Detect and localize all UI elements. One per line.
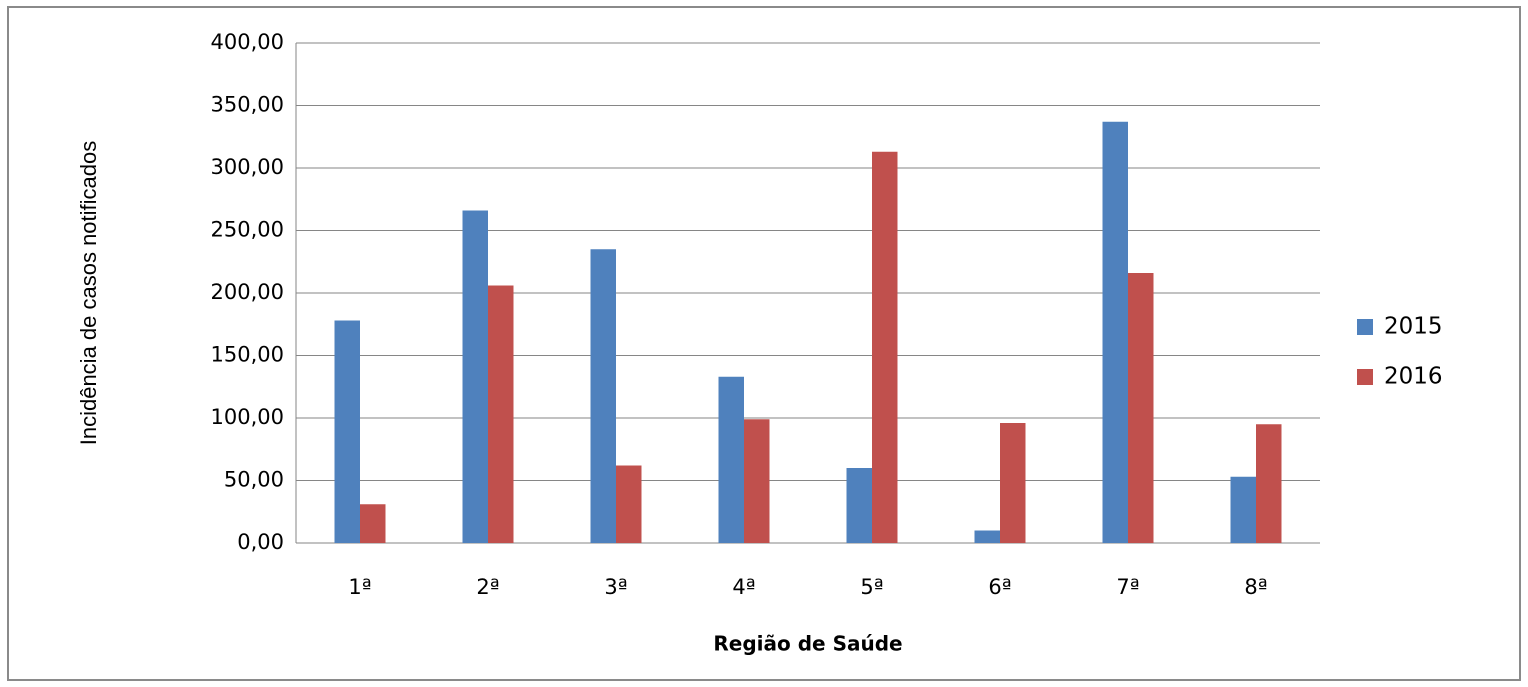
legend-label: 2016 xyxy=(1384,364,1443,390)
bar xyxy=(1230,476,1256,543)
bar xyxy=(872,151,898,543)
bar xyxy=(1256,424,1282,543)
y-tick-label: 200,00 xyxy=(211,280,284,304)
y-tick-label: 400,00 xyxy=(211,30,284,54)
bar xyxy=(616,465,642,543)
x-tick-label: 5ª xyxy=(860,575,883,599)
chart-frame xyxy=(7,6,1521,681)
bar xyxy=(1102,121,1128,543)
y-tick-label: 0,00 xyxy=(237,530,284,554)
bar xyxy=(590,249,616,543)
y-axis-title: Incidência de casos notificados xyxy=(76,141,101,446)
x-tick-label: 4ª xyxy=(732,575,755,599)
bar xyxy=(334,320,360,543)
bar xyxy=(1000,423,1026,543)
bar xyxy=(360,504,386,543)
x-tick-label: 7ª xyxy=(1116,575,1139,599)
x-tick-label: 3ª xyxy=(604,575,627,599)
bar xyxy=(718,376,744,543)
y-tick-label: 150,00 xyxy=(211,343,284,367)
y-tick-label: 300,00 xyxy=(211,155,284,179)
x-tick-label: 6ª xyxy=(988,575,1011,599)
x-tick-label: 1ª xyxy=(348,575,371,599)
y-tick-label: 350,00 xyxy=(211,93,284,117)
y-tick-label: 100,00 xyxy=(211,405,284,429)
legend-swatch xyxy=(1357,319,1373,335)
bar xyxy=(846,468,872,543)
bar xyxy=(974,530,1000,543)
bar xyxy=(462,210,488,543)
legend-swatch xyxy=(1357,369,1373,385)
legend-label: 2015 xyxy=(1384,314,1443,340)
x-axis-title: Região de Saúde xyxy=(713,632,902,656)
y-tick-label: 250,00 xyxy=(211,218,284,242)
bar xyxy=(488,285,514,543)
bar xyxy=(744,419,770,543)
x-tick-label: 2ª xyxy=(476,575,499,599)
x-tick-label: 8ª xyxy=(1244,575,1267,599)
bar xyxy=(1128,273,1154,543)
y-tick-label: 50,00 xyxy=(224,468,284,492)
